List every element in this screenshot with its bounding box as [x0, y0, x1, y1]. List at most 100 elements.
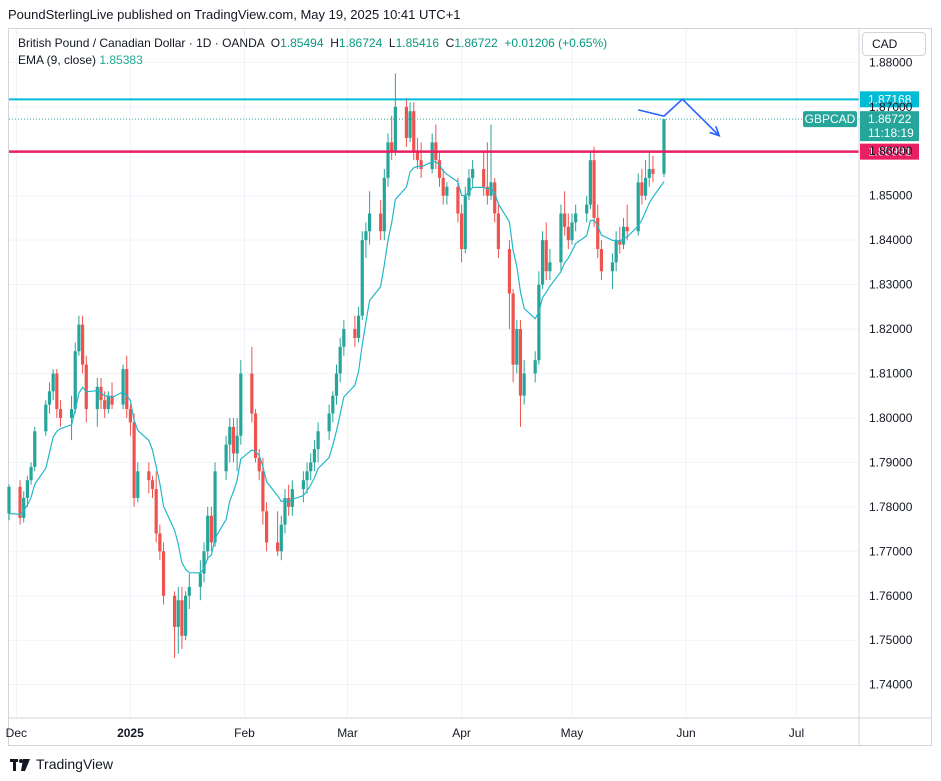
- candle-body: [176, 600, 180, 627]
- candle-body: [599, 249, 604, 272]
- candle-body: [154, 489, 158, 534]
- candle: [570, 213, 574, 245]
- legend-c-label: C: [445, 36, 455, 50]
- candle-body: [419, 160, 423, 170]
- candle: [125, 355, 129, 418]
- candle-body: [7, 486, 11, 514]
- y-tick-label: 1.83000: [869, 278, 913, 292]
- candle-body: [548, 262, 552, 272]
- y-tick-label: 1.77000: [869, 544, 913, 558]
- publisher-line: PoundSterlingLive published on TradingVi…: [8, 7, 461, 22]
- candle: [379, 200, 383, 241]
- candle: [80, 315, 85, 374]
- candle-body: [640, 182, 644, 196]
- grid: [9, 29, 859, 718]
- candle: [176, 586, 180, 654]
- candle: [257, 449, 261, 481]
- candle-body: [158, 533, 162, 552]
- candle: [136, 462, 140, 503]
- candle-body: [136, 471, 140, 498]
- chart-legend: British Pound / Canadian Dollar · 1D · O…: [18, 35, 607, 69]
- legend-low: 1.85416: [395, 36, 439, 50]
- candle-body: [342, 329, 346, 347]
- candle: [239, 360, 243, 445]
- candle-body: [544, 240, 548, 272]
- candle-body: [533, 360, 537, 374]
- axes: 1.88000 1.87000 1.86000 1.85000 1.84000 1.830…: [6, 29, 932, 746]
- legend-ema-value: 1.85383: [99, 53, 143, 67]
- candle: [161, 542, 166, 605]
- candle-body: [95, 386, 99, 410]
- x-tick-label: 2025: [117, 726, 144, 740]
- candle-body: [493, 182, 497, 214]
- candle: [496, 204, 500, 258]
- candle-body: [99, 386, 103, 401]
- candle-body: [563, 213, 567, 227]
- candle: [353, 315, 357, 347]
- candle: [69, 395, 74, 441]
- candle-body: [614, 240, 618, 263]
- candle-body: [412, 111, 416, 152]
- candle-body: [596, 217, 600, 250]
- candle: [264, 502, 269, 552]
- candle-body: [257, 457, 261, 472]
- candle: [283, 489, 287, 534]
- candle: [209, 506, 213, 552]
- candle: [419, 142, 423, 178]
- candle: [180, 586, 184, 650]
- symbol-tag: [803, 111, 857, 128]
- candle-body: [585, 204, 589, 214]
- support-tag-label: 1.85991: [868, 145, 912, 159]
- currency-selector[interactable]: CAD: [862, 32, 926, 56]
- y-tick-label: 1.84000: [869, 233, 913, 247]
- candle-body: [202, 551, 206, 574]
- candle-body: [559, 213, 563, 263]
- support-tag: [860, 143, 919, 160]
- last-price-tag: [860, 111, 919, 142]
- candle-body: [415, 151, 420, 161]
- candle: [213, 462, 217, 547]
- candle: [592, 146, 596, 227]
- candle: [441, 169, 445, 205]
- candle: [235, 417, 239, 472]
- candle: [58, 400, 63, 427]
- candle: [132, 413, 136, 507]
- tradingview-logo-icon: [10, 758, 30, 771]
- candle-body: [110, 395, 114, 405]
- candle-body: [456, 186, 460, 214]
- candle: [287, 484, 291, 516]
- candle-body: [128, 409, 133, 423]
- candle: [106, 391, 110, 414]
- legend-symbol-row: British Pound / Canadian Dollar · 1D · O…: [18, 35, 607, 52]
- candle-body: [651, 169, 655, 174]
- candle: [614, 231, 618, 272]
- candle: [393, 73, 397, 156]
- projection-arrow-head: [709, 125, 721, 137]
- candle: [276, 511, 280, 556]
- candle: [154, 471, 158, 543]
- candle: [228, 417, 232, 463]
- y-tick-label: 1.75000: [869, 633, 913, 647]
- candle-body: [496, 213, 500, 250]
- candle: [206, 506, 210, 561]
- candle: [643, 160, 648, 201]
- candle-body: [25, 480, 29, 498]
- candle-body: [180, 600, 184, 636]
- legend-close: 1.86722: [454, 36, 498, 50]
- candle: [184, 591, 188, 641]
- candle: [599, 240, 604, 281]
- candle: [312, 440, 317, 472]
- candle: [533, 351, 537, 383]
- candle: [511, 289, 515, 383]
- candle: [540, 231, 545, 290]
- candle: [342, 320, 346, 356]
- legend-high: 1.86724: [338, 36, 383, 50]
- last-price-label: 1.86722: [868, 112, 912, 126]
- candle: [33, 426, 37, 472]
- candle-body: [515, 329, 519, 365]
- candle-body: [55, 373, 59, 410]
- candle-body: [309, 462, 313, 472]
- candle-body: [279, 524, 283, 552]
- candle: [647, 151, 651, 187]
